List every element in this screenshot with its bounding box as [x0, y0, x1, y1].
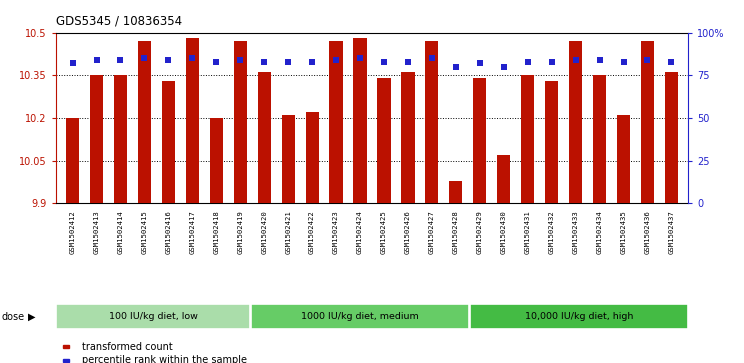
Text: GSM1502427: GSM1502427	[429, 210, 435, 254]
Bar	[186, 38, 199, 203]
Bar	[353, 38, 367, 203]
Point	[282, 59, 294, 65]
Bar	[473, 78, 487, 203]
Point	[522, 59, 533, 65]
Bar	[306, 112, 318, 203]
Text: GSM1502420: GSM1502420	[261, 210, 267, 254]
Point	[115, 57, 126, 63]
Text: 10,000 IU/kg diet, high: 10,000 IU/kg diet, high	[525, 312, 633, 321]
Text: transformed count: transformed count	[82, 342, 173, 352]
Text: GSM1502419: GSM1502419	[237, 210, 243, 254]
Text: GSM1502432: GSM1502432	[548, 210, 555, 254]
Bar	[497, 155, 510, 203]
Point	[378, 59, 390, 65]
Text: GSM1502413: GSM1502413	[94, 210, 100, 254]
Point	[211, 59, 222, 65]
Point	[67, 61, 79, 66]
Point	[474, 61, 486, 66]
Text: ▶: ▶	[28, 312, 36, 322]
Point	[162, 57, 174, 63]
Text: GDS5345 / 10836354: GDS5345 / 10836354	[56, 15, 182, 28]
Point	[594, 57, 606, 63]
Text: 1000 IU/kg diet, medium: 1000 IU/kg diet, medium	[301, 312, 419, 321]
Point	[258, 59, 270, 65]
Text: GSM1502415: GSM1502415	[141, 210, 147, 254]
Text: GSM1502422: GSM1502422	[309, 210, 315, 254]
Bar	[234, 41, 247, 203]
Bar	[90, 76, 103, 203]
Bar	[593, 76, 606, 203]
Point	[402, 59, 414, 65]
Bar	[138, 41, 151, 203]
Bar	[569, 41, 583, 203]
Bar	[330, 41, 343, 203]
Bar	[665, 73, 678, 203]
Bar	[210, 118, 223, 203]
Text: GSM1502436: GSM1502436	[644, 210, 650, 254]
Bar	[545, 81, 558, 203]
Text: GSM1502417: GSM1502417	[189, 210, 196, 254]
Bar	[161, 81, 175, 203]
Point	[450, 64, 462, 70]
Text: GSM1502421: GSM1502421	[285, 210, 291, 254]
Text: percentile rank within the sample: percentile rank within the sample	[82, 355, 247, 363]
Text: GSM1502416: GSM1502416	[165, 210, 171, 254]
Point	[498, 64, 510, 70]
Point	[330, 57, 342, 63]
Bar	[521, 76, 534, 203]
Point	[570, 57, 582, 63]
Bar	[377, 78, 391, 203]
Text: GSM1502424: GSM1502424	[357, 210, 363, 254]
Text: dose: dose	[1, 312, 25, 322]
Bar	[641, 41, 654, 203]
Text: GSM1502433: GSM1502433	[573, 210, 579, 254]
Text: GSM1502414: GSM1502414	[118, 210, 124, 254]
Point	[138, 55, 150, 61]
Bar	[617, 115, 630, 203]
Text: GSM1502430: GSM1502430	[501, 210, 507, 254]
Text: GSM1502435: GSM1502435	[620, 210, 626, 254]
Point	[545, 59, 557, 65]
Bar	[66, 118, 79, 203]
Bar	[449, 180, 463, 203]
Text: GSM1502426: GSM1502426	[405, 210, 411, 254]
Text: GSM1502437: GSM1502437	[668, 210, 674, 254]
Text: GSM1502431: GSM1502431	[525, 210, 530, 254]
Bar	[281, 115, 295, 203]
Point	[665, 59, 677, 65]
Bar	[401, 73, 414, 203]
Text: GSM1502412: GSM1502412	[70, 210, 76, 254]
Point	[641, 57, 653, 63]
Text: GSM1502429: GSM1502429	[477, 210, 483, 254]
Bar	[251, 305, 469, 329]
Point	[618, 59, 629, 65]
Point	[234, 57, 246, 63]
Bar	[469, 305, 687, 329]
Text: GSM1502428: GSM1502428	[453, 210, 459, 254]
Point	[426, 55, 437, 61]
Text: GSM1502418: GSM1502418	[214, 210, 219, 254]
Bar	[426, 41, 438, 203]
Text: GSM1502423: GSM1502423	[333, 210, 339, 254]
Bar	[257, 73, 271, 203]
Text: GSM1502434: GSM1502434	[597, 210, 603, 254]
Text: 100 IU/kg diet, low: 100 IU/kg diet, low	[109, 312, 197, 321]
Point	[91, 57, 103, 63]
Point	[354, 55, 366, 61]
Bar	[114, 76, 127, 203]
Point	[307, 59, 318, 65]
Point	[187, 55, 199, 61]
Bar	[57, 305, 250, 329]
Text: GSM1502425: GSM1502425	[381, 210, 387, 254]
